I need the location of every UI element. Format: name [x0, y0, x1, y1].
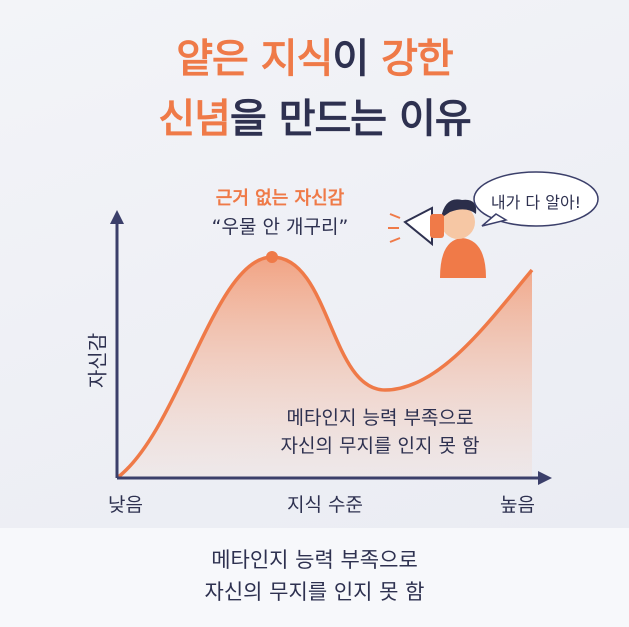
title-part: 강한 — [381, 36, 454, 82]
y-arrow — [110, 210, 124, 224]
peak-label: 근거 없는 자신감 — [215, 188, 345, 209]
title-line: 신념을 만드는 이유 — [0, 86, 629, 144]
x-arrow — [538, 471, 552, 485]
title-part: 이 — [332, 36, 382, 82]
annotation-line: 메타인지 능력 부족으로 — [286, 407, 474, 429]
y-axis-label: 자신감 — [85, 332, 110, 389]
x-low: 낮음 — [108, 494, 143, 516]
character — [388, 199, 486, 278]
curve-area — [117, 257, 532, 478]
annotation: 메타인지 능력 부족으로 자신의 무지를 인지 못 함 — [250, 404, 510, 460]
title-line: 얕은 지식이 강한 — [0, 26, 629, 84]
annotation-line: 자신의 무지를 인지 못 함 — [280, 435, 480, 457]
curve — [115, 255, 534, 480]
title-part: 얕은 지식 — [176, 36, 333, 82]
title-part: 을 — [229, 96, 279, 142]
bubble-tail — [481, 213, 508, 227]
title-part: 만드는 이유 — [278, 96, 472, 142]
speech-text: 내가 다 알아! — [490, 193, 582, 212]
x-high: 높음 — [500, 494, 535, 516]
caption-band — [0, 528, 629, 627]
caption-line: 자신의 무지를 인지 못 함 — [204, 580, 425, 604]
speech-bubble — [473, 171, 599, 227]
caption-line: 메타인지 능력 부족으로 — [211, 548, 418, 572]
peak-quote: “우물 안 개구리” — [211, 216, 349, 238]
peak-dot — [266, 251, 278, 263]
x-axis-label: 지식 수준 — [287, 494, 363, 516]
title-part: 신념 — [158, 96, 231, 142]
